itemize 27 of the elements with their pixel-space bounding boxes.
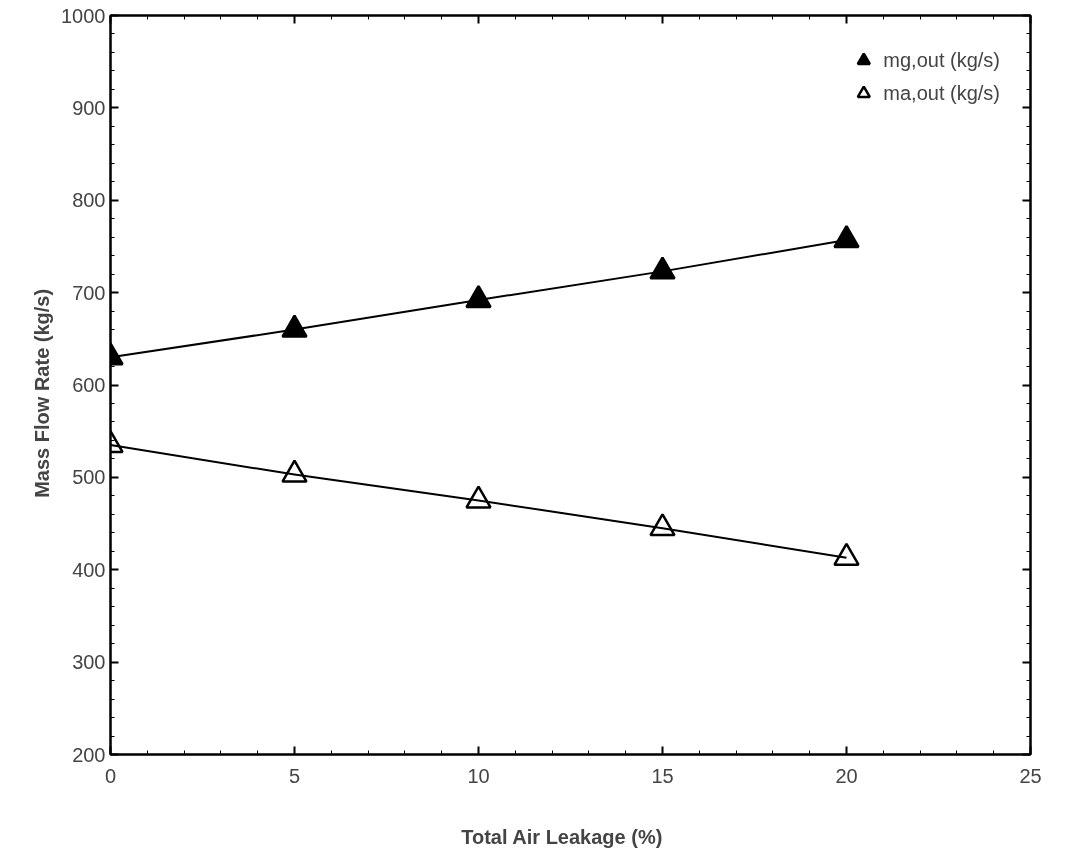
- y-tick-label: 700: [72, 281, 106, 304]
- point: [833, 542, 860, 566]
- point: [281, 314, 308, 338]
- legend-label: ma,out (kg/s): [883, 81, 1000, 105]
- x-tick-label: 15: [651, 764, 674, 787]
- x-tick-label: 5: [288, 764, 301, 787]
- point: [465, 284, 492, 309]
- x-tick-label: 10: [467, 764, 490, 787]
- point: [281, 459, 308, 483]
- y-tick-label: 600: [72, 374, 106, 396]
- x-tick-label: 0: [104, 764, 117, 787]
- point: [465, 485, 492, 509]
- y-tick-label: 800: [72, 189, 106, 212]
- point: [833, 224, 860, 249]
- x-tick-label: 20: [835, 764, 858, 787]
- y-tick-label: 900: [72, 96, 106, 119]
- y-tick-label: 400: [72, 558, 106, 581]
- point: [649, 256, 676, 280]
- y-tick-label: 200: [72, 743, 106, 766]
- y-tick-label: 500: [72, 466, 106, 489]
- x-tick-label: 25: [1019, 764, 1042, 787]
- x-axis-title: Total Air Leakage (%): [461, 825, 663, 848]
- y-tick-label: 300: [72, 651, 106, 674]
- y-axis-title: Mass Flow Rate (kg/s): [31, 288, 54, 498]
- legend-label: mg,out (kg/s): [883, 48, 1000, 72]
- point: [649, 513, 676, 537]
- y-tick-label: 1000: [61, 4, 106, 27]
